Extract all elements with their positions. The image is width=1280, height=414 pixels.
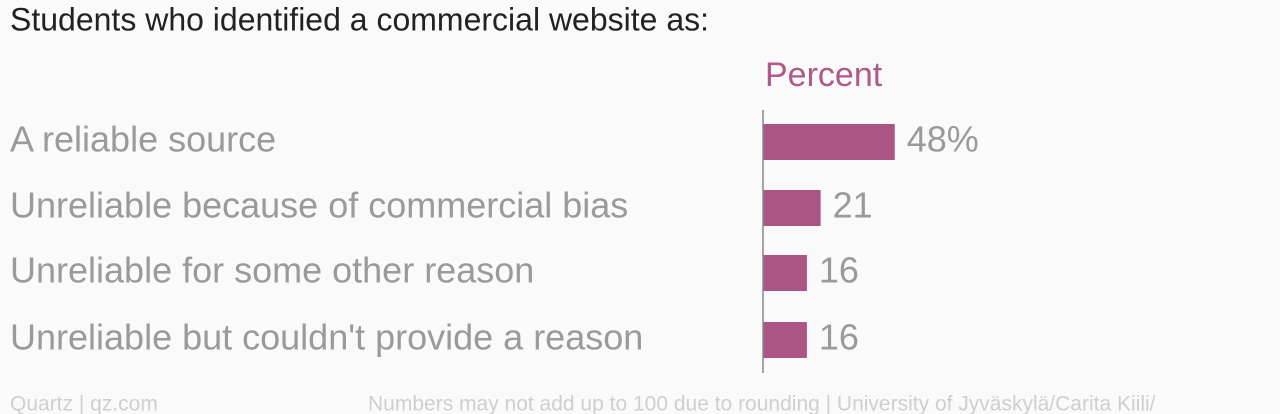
category-label: A reliable source bbox=[10, 119, 276, 160]
bar bbox=[763, 255, 807, 291]
category-label: Unreliable but couldn't provide a reason bbox=[10, 317, 643, 358]
axis-label: Percent bbox=[765, 56, 883, 94]
value-label: 16 bbox=[819, 317, 859, 358]
value-label: 48% bbox=[907, 119, 979, 160]
source: Quartz | qz.com bbox=[10, 393, 158, 414]
bar bbox=[763, 124, 895, 160]
note: Numbers may not add up to 100 due to rou… bbox=[368, 393, 1156, 414]
bar bbox=[763, 322, 807, 358]
value-label: 21 bbox=[833, 185, 873, 226]
bar bbox=[763, 190, 821, 226]
category-label: Unreliable for some other reason bbox=[10, 250, 534, 291]
category-label: Unreliable because of commercial bias bbox=[10, 185, 628, 226]
value-label: 16 bbox=[819, 250, 859, 291]
chart-title: Students who identified a commercial web… bbox=[10, 1, 709, 37]
